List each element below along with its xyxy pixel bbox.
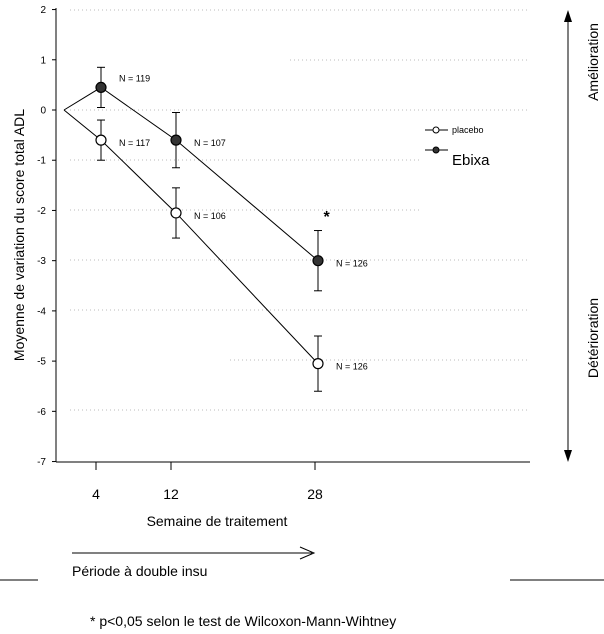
y-tick-label: -1 (37, 156, 46, 167)
y-axis-label: Moyenne de variation du score total ADL (11, 109, 27, 361)
data-point (312, 255, 324, 267)
x-tick-label: 28 (307, 486, 323, 502)
significance-marker: * (323, 209, 330, 226)
data-point (170, 134, 182, 146)
y-tick-label: 1 (40, 55, 46, 66)
n-label: N = 107 (194, 138, 226, 148)
data-point (95, 81, 107, 94)
legend-label-placebo: placebo (452, 125, 484, 135)
series-line (63, 86, 319, 262)
footnote: * p<0,05 selon le test de Wilcoxon-Mann-… (90, 613, 396, 629)
y-tick-label: -4 (37, 306, 46, 317)
y-tick-label: 2 (40, 5, 46, 16)
y-ticks: 2 1 0 -1 -2 -3 -4 -5 -6 -7 (37, 5, 56, 468)
series-placebo: N = 117 N = 106 N = 126 (63, 109, 368, 392)
x-tick-label: 4 (92, 486, 100, 502)
legend-label-ebixa: Ebixa (452, 152, 490, 169)
data-point (170, 207, 182, 219)
y-tick-label: -5 (37, 357, 46, 368)
n-label: N = 119 (119, 73, 150, 83)
n-label: N = 126 (336, 259, 368, 269)
direction-indicator: Amélioration Détérioration (564, 10, 601, 462)
label-deterioration: Détérioration (585, 298, 601, 378)
data-point (95, 134, 107, 146)
x-ticks: 4 12 28 (92, 462, 323, 502)
axes (55, 8, 530, 463)
legend-filled-marker-icon (432, 146, 440, 154)
period-indicator: Période à double insu (72, 546, 316, 579)
data-point (312, 358, 324, 370)
arrow-right-icon (299, 546, 316, 560)
n-label: N = 117 (119, 138, 150, 148)
legend-open-marker-icon (432, 126, 440, 134)
y-tick-label: -6 (37, 407, 46, 418)
n-label: N = 126 (336, 362, 368, 372)
guide-lines (70, 9, 530, 411)
label-amelioration: Amélioration (585, 23, 601, 101)
period-label: Période à double insu (72, 563, 207, 579)
arrow-down-icon (564, 450, 572, 462)
legend: placebo Ebixa (425, 125, 490, 169)
legend-item-placebo: placebo (425, 125, 484, 135)
y-tick-label: -7 (37, 457, 46, 468)
y-tick-label: -2 (37, 206, 46, 217)
series-line (63, 109, 319, 364)
arrow-up-icon (564, 10, 572, 22)
series-ebixa: N = 119 N = 107 N = 126 (63, 66, 368, 292)
y-tick-label: 0 (40, 106, 46, 117)
y-tick-label: -3 (37, 256, 46, 267)
x-axis-label: Semaine de traitement (147, 513, 288, 529)
legend-item-ebixa: Ebixa (425, 146, 490, 169)
n-label: N = 106 (194, 211, 226, 221)
x-tick-label: 12 (163, 486, 179, 502)
